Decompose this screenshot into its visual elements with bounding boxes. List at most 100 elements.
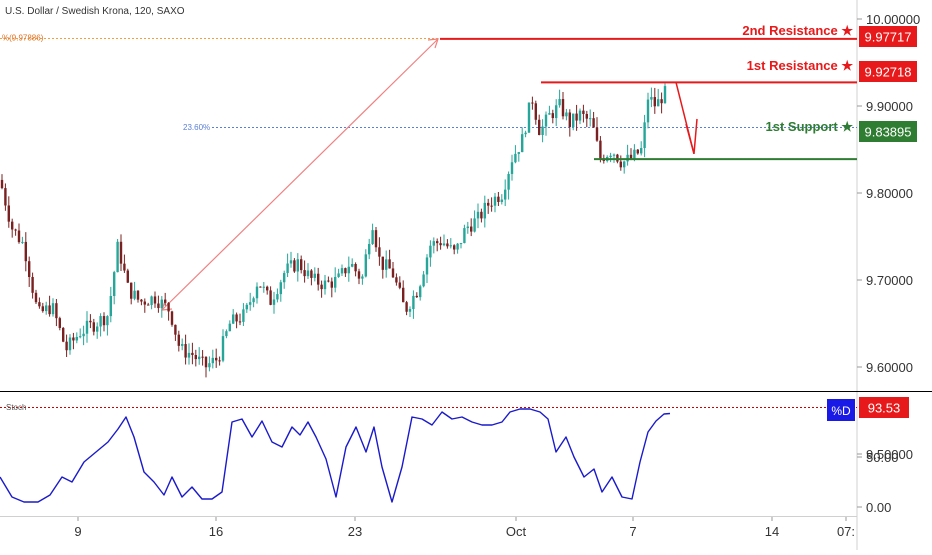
candle-body	[266, 286, 269, 291]
stoch-tick-label: 0.00	[866, 500, 891, 515]
candle-body	[531, 102, 534, 104]
candle-body	[582, 110, 585, 114]
fib-mid-label: 23.60%	[183, 123, 210, 132]
candle-body	[378, 247, 381, 257]
candle-body	[538, 119, 541, 135]
candle-body	[541, 126, 544, 135]
candle-body	[235, 314, 238, 322]
candle-body	[55, 303, 58, 319]
candle-body	[68, 337, 72, 351]
candle-body	[65, 341, 68, 351]
candle-body	[347, 266, 350, 274]
candle-body	[11, 221, 14, 230]
candle-body	[412, 295, 415, 310]
fib-retracement[interactable]	[0, 38, 857, 311]
candle-body	[191, 352, 194, 356]
candle-body	[79, 336, 82, 338]
candle-body	[201, 356, 204, 358]
candle-body	[653, 97, 656, 107]
candle-body	[514, 153, 517, 163]
candle-body	[21, 241, 24, 243]
candle-body	[330, 281, 333, 288]
candle-body	[136, 290, 140, 300]
projection-arrowhead[interactable]	[685, 118, 698, 155]
candle-body	[449, 245, 452, 247]
candle-body	[286, 263, 289, 274]
candle-body	[643, 122, 646, 149]
candle-body	[612, 154, 616, 156]
candle-body	[259, 286, 262, 288]
candle-body	[140, 299, 143, 302]
candle-body	[565, 112, 568, 117]
candle-body	[436, 241, 439, 244]
candle-body	[405, 302, 408, 312]
candle-body	[599, 140, 602, 159]
candle-body	[480, 211, 483, 219]
candle-body	[116, 241, 119, 273]
stoch-title: Stoch	[6, 403, 26, 412]
candle-body	[147, 304, 150, 306]
resistance1-badge: 9.92718	[859, 61, 917, 82]
candle-body	[221, 336, 225, 361]
candle-body	[432, 241, 435, 246]
candle-body	[463, 228, 466, 244]
symbol-title: U.S. Dollar / Swedish Krona, 120, SAXO	[5, 6, 185, 17]
candle-body	[89, 320, 92, 323]
stoch-tick-label: 50.00	[866, 450, 899, 465]
support1-badge: 9.83895	[859, 121, 917, 142]
candle-body	[279, 282, 282, 295]
candle-body	[283, 273, 286, 283]
candle-body	[238, 321, 242, 323]
candle-body	[548, 113, 551, 115]
candle-body	[510, 162, 514, 174]
candle-body	[616, 154, 619, 162]
candle-body	[344, 268, 347, 274]
candle-body	[48, 305, 51, 315]
candle-body	[609, 155, 612, 158]
candle-body	[521, 134, 524, 153]
resistance2-badge: 9.97717	[859, 26, 917, 47]
candle-body	[272, 299, 276, 305]
price-tick-label: 9.60000	[866, 360, 913, 375]
candle-body	[640, 148, 643, 154]
candle-body	[34, 292, 38, 303]
price-tick-label: 9.70000	[866, 273, 913, 288]
candle-body	[276, 294, 279, 300]
time-tick-label: 07:	[837, 524, 855, 539]
candle-body	[174, 324, 177, 335]
candle-body	[555, 105, 558, 119]
candle-body	[483, 202, 486, 219]
candle-body	[160, 299, 163, 309]
candle-body	[198, 356, 201, 360]
candle-body	[31, 276, 34, 293]
candle-body	[289, 260, 293, 264]
candle-body	[504, 189, 507, 200]
fib-trend-arrowhead-top[interactable]	[427, 38, 439, 49]
candle-body	[368, 243, 371, 255]
candle-body	[487, 202, 490, 206]
candle-body	[184, 344, 187, 358]
stoch-value-badge: 93.53	[859, 397, 909, 418]
resistance2-label: 2nd Resistance ★	[742, 23, 853, 38]
candle-body	[119, 241, 123, 264]
candle-body	[45, 305, 48, 312]
candle-body	[629, 154, 633, 159]
candle-body	[497, 196, 500, 203]
candle-body	[578, 110, 582, 121]
candle-body	[493, 196, 497, 206]
fib-trend-line[interactable]	[161, 38, 439, 311]
candle-body	[4, 188, 7, 206]
candle-body	[385, 259, 388, 270]
candle-body	[391, 268, 395, 278]
candle-body	[660, 99, 663, 104]
candle-body	[130, 282, 133, 299]
candle-body	[351, 264, 354, 267]
candle-body	[636, 149, 639, 154]
candle-body	[371, 230, 374, 244]
candle-body	[293, 260, 296, 272]
annotation-arrows[interactable]	[675, 82, 698, 155]
candle-body	[106, 316, 109, 326]
price-tick-label: 9.90000	[866, 99, 913, 114]
candle-body	[109, 295, 112, 317]
